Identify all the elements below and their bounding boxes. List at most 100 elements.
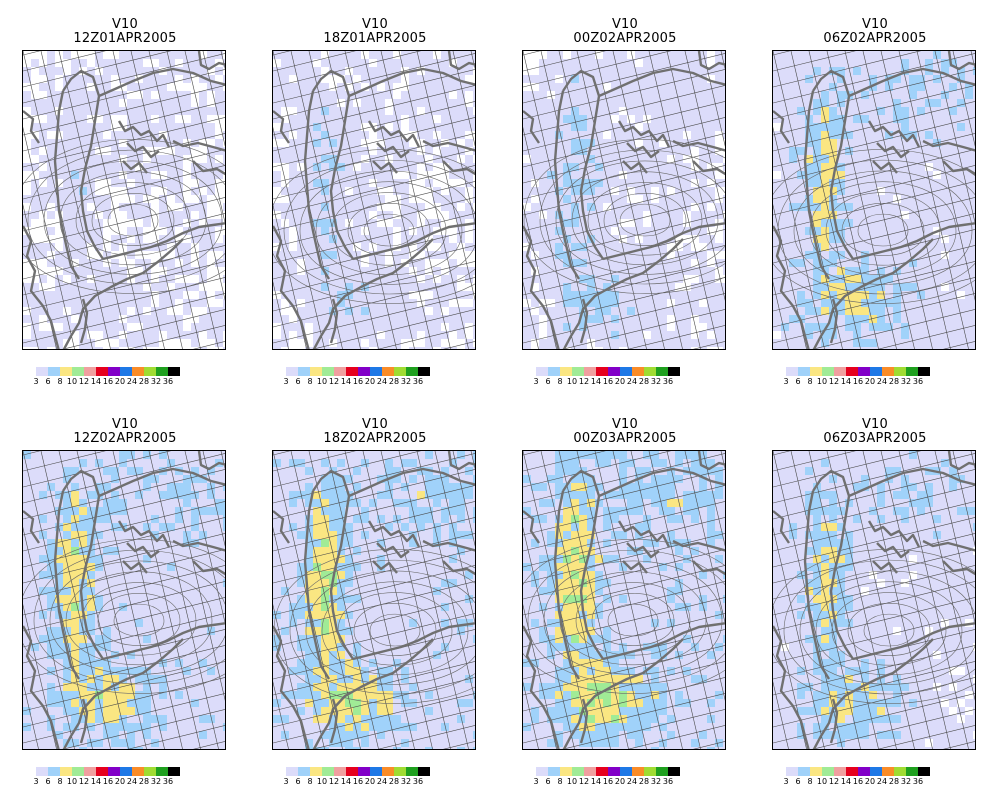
field-cell [369, 483, 377, 491]
field-cell [127, 587, 135, 595]
field-cell [651, 91, 659, 99]
field-cell [127, 283, 135, 291]
field-cell [175, 483, 183, 491]
field-cell [289, 91, 297, 99]
field-cell [409, 299, 417, 307]
field-cell [87, 643, 95, 651]
field-cell [183, 499, 191, 507]
field-cell [191, 67, 199, 75]
field-cell [457, 491, 465, 499]
field-cell [837, 59, 845, 67]
field-cell [853, 195, 861, 203]
field-cell [901, 307, 909, 315]
projection-grid-line [773, 69, 975, 120]
field-cell [337, 203, 345, 211]
field-cell [289, 299, 297, 307]
field-cell [329, 147, 337, 155]
colorbar-swatch [620, 367, 632, 376]
field-cell [329, 291, 337, 299]
field-cell [191, 627, 199, 635]
field-cell [643, 347, 651, 349]
field-cell [207, 739, 215, 747]
field-cell [699, 203, 707, 211]
field-cell [925, 267, 933, 275]
field-cell [111, 715, 119, 723]
field-cell [973, 163, 975, 171]
field-cell [345, 163, 353, 171]
field-cell [563, 147, 571, 155]
field-cell [893, 251, 901, 259]
field-cell [31, 707, 39, 715]
field-cell [183, 515, 191, 523]
field-cell [837, 259, 845, 267]
field-cell [47, 619, 55, 627]
field-cell [555, 83, 563, 91]
field-cell [457, 195, 465, 203]
field-cell [297, 499, 305, 507]
field-cell [305, 227, 313, 235]
field-cell [103, 251, 111, 259]
field-cell [305, 139, 313, 147]
field-cell [385, 299, 393, 307]
field-cell [449, 155, 457, 163]
field-cell [957, 243, 965, 251]
field-cell [135, 123, 143, 131]
field-cell [183, 451, 191, 459]
field-cell [119, 499, 127, 507]
field-cell [789, 187, 797, 195]
field-cell [539, 67, 547, 75]
field-cell [675, 315, 683, 323]
field-cell [103, 475, 111, 483]
field-cell [973, 323, 975, 331]
field-cell [23, 635, 31, 643]
field-cell [901, 267, 909, 275]
field-cell [837, 283, 845, 291]
field-cell [587, 91, 595, 99]
field-cell [369, 267, 377, 275]
field-cell [941, 99, 949, 107]
field-cell [821, 211, 829, 219]
field-cell [337, 179, 345, 187]
field-cell [361, 235, 369, 243]
field-cell [159, 315, 167, 323]
field-cell [103, 523, 111, 531]
panel-variable-title: V10 [611, 17, 639, 32]
field-cell [87, 283, 95, 291]
field-cell [111, 347, 119, 349]
field-cell [579, 267, 587, 275]
field-cell [369, 99, 377, 107]
field-cell [643, 91, 651, 99]
wind-speed-map [272, 450, 476, 750]
field-cell [87, 699, 95, 707]
field-cell [191, 675, 199, 683]
field-cell [805, 99, 813, 107]
field-cell [143, 323, 151, 331]
field-cell [539, 219, 547, 227]
field-cell [313, 131, 321, 139]
field-cell [965, 155, 973, 163]
field-cell [95, 659, 103, 667]
field-cell [797, 75, 805, 83]
field-cell [215, 635, 223, 643]
field-cell [119, 299, 127, 307]
field-cell [55, 531, 63, 539]
field-cell [337, 515, 345, 523]
field-cell [433, 195, 441, 203]
field-cell [837, 123, 845, 131]
projection-grid-line [773, 197, 975, 248]
field-cell [47, 523, 55, 531]
field-cell [555, 171, 563, 179]
field-cell [539, 339, 547, 347]
field-cell [281, 187, 289, 195]
projection-grid-line [273, 197, 475, 248]
field-cell [555, 243, 563, 251]
field-cell [127, 555, 135, 563]
isoline [841, 203, 925, 256]
field-cell [773, 211, 781, 219]
field-cell [829, 83, 837, 91]
field-cell [313, 283, 321, 291]
field-cell [313, 475, 321, 483]
field-cell [547, 147, 555, 155]
field-cell [417, 155, 425, 163]
field-cell [699, 83, 707, 91]
